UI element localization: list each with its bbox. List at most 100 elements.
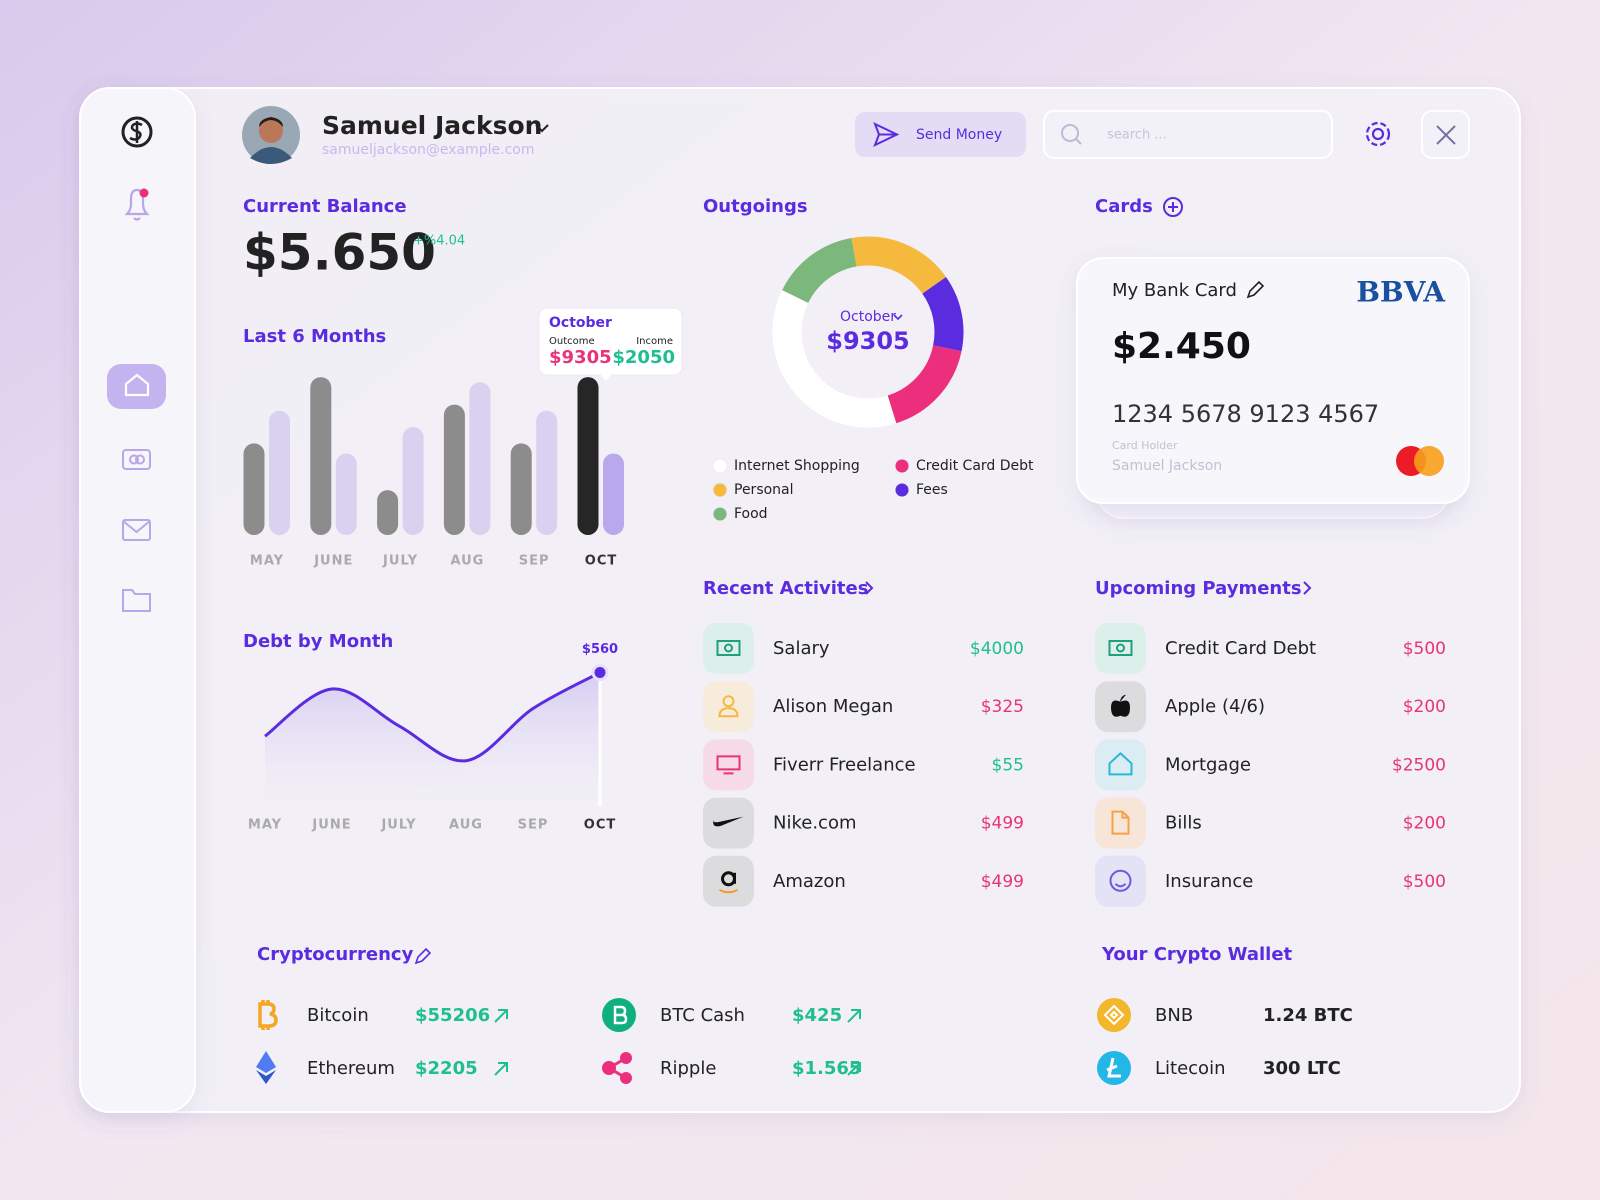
x-tick-label: JULY (382, 554, 418, 569)
home-button[interactable] (107, 364, 166, 409)
coin-price: $425 (792, 1005, 842, 1026)
item-name: Mortgage (1165, 754, 1251, 775)
see-all-arrow[interactable] (865, 581, 874, 595)
item-name: Bills (1165, 813, 1202, 834)
icon-glyph (1111, 810, 1130, 835)
section-title: Your Crypto Wallet (1101, 944, 1293, 965)
user-name[interactable]: Samuel Jackson (322, 111, 542, 140)
list-item[interactable]: Alison Megan $325 (703, 681, 1024, 733)
coin-icon (1097, 998, 1131, 1032)
see-all-arrow[interactable] (1303, 581, 1312, 595)
list-item[interactable]: Mortgage $2500 (1095, 739, 1446, 791)
icon-glyph (713, 816, 744, 827)
x-tick-label: AUG (449, 818, 483, 833)
item-icon (1095, 623, 1146, 674)
send-icon (873, 122, 900, 147)
list-item[interactable]: Insurance $500 (1095, 855, 1446, 907)
item-name: Amazon (773, 871, 846, 892)
icon-glyph (718, 707, 739, 718)
icon-glyph (722, 695, 735, 708)
item-amount: $55 (992, 755, 1024, 775)
x-tick-label: OCT (584, 818, 616, 833)
crypto-list: Bitcoin $55206 Ethereum $2205 BTC Cash $425 Ri… (256, 998, 1353, 1085)
donut-segment (922, 276, 964, 352)
settings-button[interactable] (1365, 121, 1391, 147)
item-icon (1095, 855, 1146, 907)
list-item[interactable]: Salary $4000 (703, 623, 1024, 674)
icon-glyph (719, 888, 738, 894)
bar (243, 443, 265, 535)
item-name: Insurance (1165, 871, 1253, 892)
donut-month[interactable]: October (840, 309, 896, 325)
sidebar (79, 87, 196, 1113)
mail-icon[interactable] (122, 519, 151, 541)
tooltip-label: Income (636, 336, 673, 347)
list-item[interactable]: Nike.com $499 (703, 797, 1024, 849)
list-item[interactable]: Amazon $499 (703, 855, 1024, 907)
send-money-button[interactable] (855, 112, 1026, 157)
coin-name: Bitcoin (307, 1005, 369, 1026)
icon-glyph (724, 643, 733, 653)
item-icon (1095, 739, 1146, 791)
search-input[interactable] (1043, 110, 1333, 159)
trend-arrow (494, 1009, 508, 1023)
icon-glyph (716, 640, 741, 656)
coin-name: BTC Cash (660, 1005, 745, 1026)
bank-logo: BBVA (1356, 276, 1446, 309)
coin-icon (602, 1061, 616, 1075)
bar (335, 453, 357, 535)
card-holder-label: Card Holder (1112, 439, 1178, 452)
list-item[interactable]: Bills $200 (1095, 797, 1446, 849)
tooltip-label: Outcome (549, 336, 595, 347)
add-card-button[interactable] (1163, 197, 1183, 217)
card-number: 1234 5678 9123 4567 (1112, 400, 1379, 428)
item-icon (703, 797, 754, 849)
balance-amount: $5.650 (243, 224, 436, 282)
bar (510, 443, 532, 535)
debt-line (264, 671, 601, 763)
bank-card[interactable] (1076, 257, 1470, 504)
logo-icon[interactable] (121, 116, 153, 148)
item-amount: $325 (981, 697, 1024, 717)
coin-name: Ripple (660, 1058, 716, 1079)
lists: Salary $4000 Alison Megan $325 Fiverr Freela… (703, 623, 1446, 907)
files-icon[interactable] (122, 589, 151, 612)
donut-chart: Internet Shopping Personal Food Credit Card… (712, 236, 1034, 522)
item-name: Salary (773, 638, 830, 659)
tooltip: October Outcome Income $9305 $2050 (538, 307, 683, 381)
x-tick-label: SEP (519, 554, 550, 569)
line-chart: MAY JUNE JULY AUG SEP OCT $560 (248, 642, 618, 832)
balance-change: +%4.04 (413, 234, 465, 249)
search-placeholder: search ... (1107, 128, 1167, 143)
x-tick-label: MAY (250, 554, 284, 569)
item-name: Credit Card Debt (1165, 638, 1316, 659)
edit-icon[interactable] (414, 947, 432, 965)
user-menu-chevron[interactable] (535, 124, 549, 133)
list-item[interactable]: Fiverr Freelance $55 (703, 739, 1024, 791)
donut-segment (851, 236, 947, 295)
list-item[interactable]: Credit Card Debt $500 (1095, 623, 1446, 674)
cards-icon[interactable] (122, 449, 151, 470)
month-chevron[interactable] (893, 314, 903, 321)
icon-glyph (1116, 643, 1125, 653)
x-tick-label: AUG (450, 554, 484, 569)
item-icon (703, 739, 754, 791)
item-icon (703, 623, 754, 674)
section-title: Cryptocurrency (257, 944, 414, 965)
tooltip-pointer (600, 374, 612, 381)
donut-segment (772, 290, 897, 428)
section-title[interactable]: Recent Activites (703, 578, 868, 599)
x-tick-label: OCT (585, 554, 617, 569)
icon-glyph (1114, 883, 1127, 888)
coin-icon (613, 1005, 628, 1025)
bar (377, 490, 399, 535)
edit-icon[interactable] (1246, 280, 1265, 299)
section-title[interactable]: Upcoming Payments (1095, 578, 1302, 599)
notifications-icon[interactable] (124, 188, 150, 221)
send-money-label: Send Money (916, 127, 1002, 143)
section-title: Cards (1095, 196, 1153, 217)
avatar[interactable] (242, 106, 300, 164)
legend-dot (712, 482, 728, 498)
list-item[interactable]: Apple (4/6) $200 (1095, 681, 1446, 733)
